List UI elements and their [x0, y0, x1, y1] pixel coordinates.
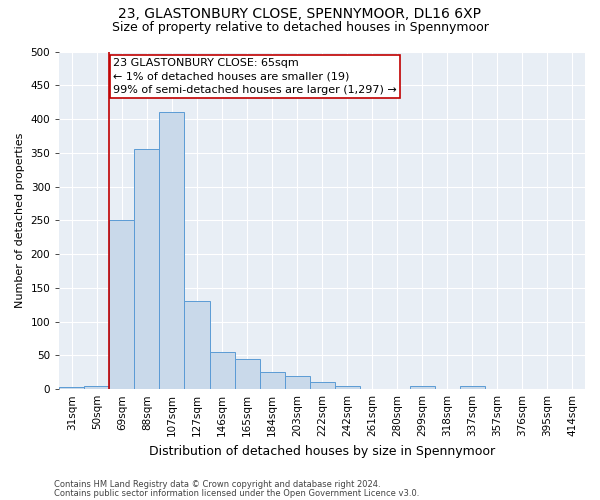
Bar [260, 372, 284, 389]
Bar [560, 388, 585, 389]
Bar [535, 388, 560, 389]
Bar [209, 352, 235, 389]
Text: 23 GLASTONBURY CLOSE: 65sqm
← 1% of detached houses are smaller (19)
99% of semi: 23 GLASTONBURY CLOSE: 65sqm ← 1% of deta… [113, 58, 397, 94]
Bar [160, 112, 184, 389]
Bar [284, 376, 310, 389]
Text: Size of property relative to detached houses in Spennymoor: Size of property relative to detached ho… [112, 21, 488, 34]
Y-axis label: Number of detached properties: Number of detached properties [15, 132, 25, 308]
Bar [410, 386, 435, 389]
Bar [460, 386, 485, 389]
Text: Contains public sector information licensed under the Open Government Licence v3: Contains public sector information licen… [54, 488, 419, 498]
Text: Contains HM Land Registry data © Crown copyright and database right 2024.: Contains HM Land Registry data © Crown c… [54, 480, 380, 489]
Bar [85, 386, 109, 389]
Bar [335, 386, 360, 389]
Bar [134, 150, 160, 389]
Bar [310, 382, 335, 389]
X-axis label: Distribution of detached houses by size in Spennymoor: Distribution of detached houses by size … [149, 444, 495, 458]
Bar [109, 220, 134, 389]
Bar [235, 359, 260, 389]
Bar [184, 302, 209, 389]
Bar [59, 387, 85, 389]
Bar [360, 388, 385, 389]
Text: 23, GLASTONBURY CLOSE, SPENNYMOOR, DL16 6XP: 23, GLASTONBURY CLOSE, SPENNYMOOR, DL16 … [119, 8, 482, 22]
